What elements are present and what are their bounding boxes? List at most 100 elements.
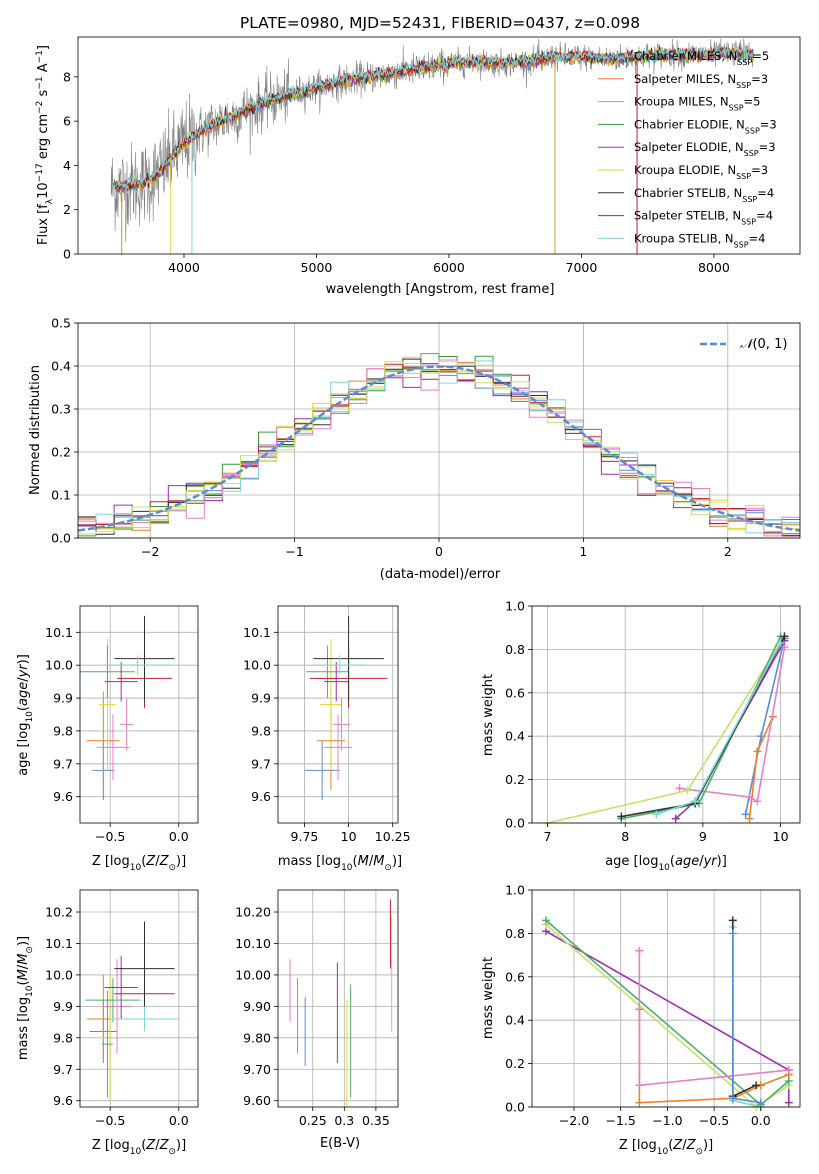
weight-vs-z-grid	[532, 889, 800, 1108]
residuals-series	[77, 353, 801, 537]
weight-marker	[675, 784, 684, 793]
ytick-label: 9.60	[243, 1093, 271, 1108]
mass-vs-z-series	[85, 921, 179, 1101]
residuals-legend: 𝒩(0, 1)	[700, 337, 787, 352]
weight-marker	[542, 916, 551, 925]
weight-vs-z-axes-frame	[531, 889, 801, 1108]
xtick-label: −2.0	[559, 1113, 589, 1128]
age-vs-z-ylabel: age [log10(age/yr)]	[16, 654, 35, 776]
residuals-ylabel: Normed distribution	[28, 365, 43, 495]
normal-legend-label: 𝒩(0, 1)	[740, 337, 787, 352]
ytick-label: 9.6	[53, 789, 73, 804]
xtick-label: 6000	[433, 260, 465, 275]
ytick-label: 9.9	[53, 999, 73, 1014]
weight-vs-age-xlabel: age [log10(age/yr)]	[605, 854, 727, 873]
ytick-label: 10.20	[235, 905, 271, 920]
ytick-label: 0.5	[51, 316, 71, 331]
figure-title: PLATE=0980, MJD=52431, FIBERID=0437, z=0…	[240, 14, 640, 32]
age-vs-z-ticks: −0.5 0.0 9.6 9.7 9.8 9.9 10.0 10.1	[45, 625, 189, 844]
xtick-label: −0.5	[699, 1113, 729, 1128]
ytick-label: 6	[63, 114, 71, 129]
weight-vs-z-ylabel: mass weight	[481, 957, 496, 1039]
weight-marker	[753, 747, 762, 756]
legend-entry: Chabrier ELODIE, NSSP=3	[634, 117, 777, 135]
xtick-label: 0.35	[362, 1113, 390, 1128]
ytick-label: 0.6	[505, 969, 525, 984]
weight-line	[731, 926, 761, 1108]
ytick-label: 8	[63, 69, 71, 84]
xtick-label: −1.5	[606, 1113, 636, 1128]
mass-vs-z-ylabel: mass [log10(M/M⊙)]	[16, 936, 35, 1060]
xtick-label: 0.3	[334, 1113, 354, 1128]
mass-vs-ebv-ticks: 0.25 0.3 0.35 9.60 9.70 9.80 9.90 10.00 10.10 10.…	[235, 905, 390, 1128]
ytick-label: 0.1	[51, 488, 71, 503]
weight-vs-age-ticks: 7 8 9 10 0.0 0.2 0.4 0.6 0.8 1.0	[505, 599, 788, 845]
ytick-label: 10.10	[235, 936, 271, 951]
weight-marker	[728, 1094, 737, 1103]
xtick-label: −0.5	[95, 829, 125, 844]
ytick-label: 1.0	[505, 599, 525, 614]
age-vs-mass-xlabel: mass [log10(M/M⊙)]	[278, 854, 402, 873]
xtick-label: 7000	[566, 260, 598, 275]
xtick-label: 8	[621, 829, 629, 844]
residuals-axes-frame	[77, 322, 801, 539]
weight-marker	[776, 638, 785, 647]
ytick-label: 9.9	[251, 691, 271, 706]
xtick-label: −1	[285, 544, 303, 559]
ytick-label: 0.4	[505, 729, 525, 744]
xtick-label: 8000	[698, 260, 730, 275]
mass-vs-z-grid	[80, 890, 198, 1107]
ytick-label: 0.0	[505, 816, 525, 831]
spectrum-xlabel: wavelength [Angstrom, rest frame]	[326, 282, 555, 297]
xtick-label: −2	[141, 544, 159, 559]
ytick-label: 0.4	[505, 1013, 525, 1028]
xtick-label: 10	[341, 829, 357, 844]
mass-vs-z-ticks: −0.5 0.0 9.6 9.7 9.8 9.9 10.0 10.1 10.2	[45, 905, 189, 1128]
ytick-label: 10.2	[45, 905, 73, 920]
mass-vs-ebv-grid	[278, 890, 398, 1107]
legend-entry: Kroupa STELIB, NSSP=4	[634, 231, 765, 249]
xtick-label: 0.0	[751, 1113, 771, 1128]
residuals-ticks: −2 −1 0 1 2 0.0 0.1 0.2 0.3 0.4 0.5	[51, 316, 732, 560]
mass-vs-z-panel: −0.5 0.0 9.6 9.7 9.8 9.9 10.0 10.1 10.2 Z [log10…	[16, 889, 199, 1157]
ytick-label: 10.0	[45, 967, 73, 982]
legend-entry: Kroupa ELODIE, NSSP=3	[634, 163, 768, 181]
weight-marker	[756, 1098, 765, 1107]
xtick-label: 7	[544, 829, 552, 844]
xtick-label: 1	[579, 544, 587, 559]
weight-marker	[752, 1081, 761, 1090]
age-vs-z-axes-frame	[79, 605, 199, 824]
weight-vs-z-xlabel: Z [log10(Z/Z⊙)]	[619, 1138, 713, 1157]
ytick-label: 0	[63, 247, 71, 262]
weight-marker	[671, 814, 680, 823]
age-vs-z-grid	[80, 606, 198, 823]
model-spectrum-chabrier-stelib	[114, 47, 754, 191]
spectrum-ylabel: Flux [fλ10−17 erg cm−2 s−1 A−1]	[35, 45, 55, 245]
weight-marker	[635, 946, 644, 955]
ytick-label: 10.1	[243, 625, 271, 640]
ytick-label: 0.2	[505, 772, 525, 787]
model-spectrum-kroupa-stelib	[114, 44, 754, 189]
age-vs-mass-panel: 9.75 10 10.25 9.6 9.7 9.8 9.9 10.0 10.1 mass [lo…	[243, 605, 411, 873]
xtick-label: 10	[773, 829, 789, 844]
weight-marker	[635, 1081, 644, 1090]
ytick-label: 0.0	[505, 1100, 525, 1115]
xtick-label: 0.0	[169, 1113, 189, 1128]
ytick-label: 9.7	[53, 1062, 73, 1077]
weight-marker	[741, 810, 750, 819]
ytick-label: 9.6	[251, 789, 271, 804]
residuals-xlabel: (data-model)/error	[380, 567, 501, 582]
ytick-label: 9.70	[243, 1062, 271, 1077]
legend-entry: Salpeter STELIB, NSSP=4	[634, 209, 773, 227]
legend-entry: Salpeter ELODIE, NSSP=3	[634, 140, 776, 158]
xtick-label: 5000	[301, 260, 333, 275]
weight-marker	[728, 916, 737, 925]
weight-marker	[617, 812, 626, 821]
ytick-label: 0.8	[505, 926, 525, 941]
weight-marker	[652, 810, 661, 819]
legend-entry: Salpeter MILES, NSSP=3	[634, 72, 768, 90]
age-vs-mass-axes-frame	[277, 605, 399, 824]
spectrum-panel: 4000 5000 6000 7000 8000 0 2 4 6 8 wavelength [An…	[35, 36, 801, 297]
ytick-label: 10.0	[243, 658, 271, 673]
